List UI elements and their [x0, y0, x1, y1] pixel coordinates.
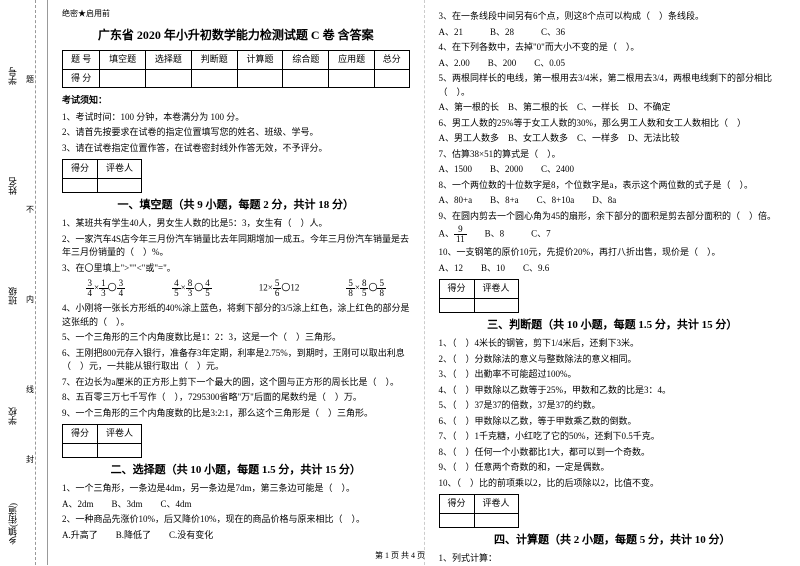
option: A、911 B、8 C、7 — [439, 225, 787, 244]
option: A、男工人数多 B、女工人数多 C、一样多 D、无法比较 — [439, 132, 787, 146]
question: 1、一个三角形，一条边是4dm，另一条边是7dm，第三条边可能是（ ）。 — [62, 482, 410, 496]
option: A、80+a B、8+a C、8+10a D、8a — [439, 194, 787, 208]
signature-table: 得分评卷人 — [439, 279, 519, 313]
question: 5、两根同样长的电线，第一根用去3/4米，第二根用去3/4，两根电线剩下的部分相… — [439, 72, 787, 99]
page-footer: 第 1 页 共 4 页 — [375, 550, 425, 561]
question: 8、一个两位数的十位数字是8，个位数字是a，表示这个两位数的式子是（ ）。 — [439, 179, 787, 193]
question: 1、（ ）4米长的钢管，剪下1/4米后，还剩下3米。 — [439, 337, 787, 351]
section-4-title: 四、计算题（共 2 小题，每题 5 分，共计 10 分） — [439, 532, 787, 549]
notice-item: 1、考试时间：100 分钟，本卷满分为 100 分。 — [62, 111, 410, 125]
option: A.升高了 B.降低了 C.没有变化 — [62, 529, 410, 543]
margin-township: 乡镇(街道) — [6, 503, 19, 545]
exam-title: 广东省 2020 年小升初数学能力检测试题 C 卷 含答案 — [62, 26, 410, 44]
question: 9、在圆内剪去一个圆心角为45的扇形，余下部分的面积是剪去部分面积的（ ）倍。 — [439, 210, 787, 224]
signature-table: 得分评卷人 — [62, 159, 142, 193]
question: 3、在〇里填上">""<"或"="。 — [62, 262, 410, 276]
question: 5、（ ）37是37的倍数，37是37的约数。 — [439, 399, 787, 413]
margin-school: 学校 — [6, 407, 19, 425]
question: 4、小刚将一张长方形纸的40%涂上蓝色，将剩下部分的3/5涂上红色，涂上红色的部… — [62, 302, 410, 329]
sig-score: 得分 — [63, 160, 98, 179]
question: 6、王刚把800元存入银行，准备存3年定期，利率是2.75%，到期时，王刚可以取… — [62, 347, 410, 374]
seal-mark-2: 线 — [26, 384, 34, 395]
sig-score: 得分 — [439, 280, 474, 299]
section-2-title: 二、选择题（共 10 小题，每题 1.5 分，共计 15 分） — [62, 462, 410, 479]
option: A、第一根的长 B、第二根的长 C、一样长 D、不确定 — [439, 101, 787, 115]
option: A、2.00 B、200 C、0.05 — [439, 57, 787, 71]
secret-label: 绝密★启用前 — [62, 8, 410, 20]
seal-mark-4: 不 — [26, 204, 34, 215]
score-row-label: 得 分 — [63, 69, 100, 88]
section-3-title: 三、判断题（共 10 小题，每题 1.5 分，共计 15 分） — [439, 317, 787, 334]
notice-heading: 考试须知： — [62, 94, 410, 108]
question: 7、估算38×51的算式是（ ）。 — [439, 148, 787, 162]
question: 7、在边长为a厘米的正方形上剪下一个最大的圆，这个圆与正方形的周长比是（ ）。 — [62, 376, 410, 390]
margin-class: 班级 — [6, 287, 19, 305]
signature-table: 得分评卷人 — [62, 424, 142, 458]
question: 3、（ ）出勤率不可能超过100%。 — [439, 368, 787, 382]
seal-mark-3: 内 — [26, 294, 34, 305]
question: 6、男工人数的25%等于女工人数的30%，那么男工人数和女工人数相比（ ） — [439, 117, 787, 131]
question: 8、（ ）任何一个小数都比1大，都可以到一个奇数。 — [439, 446, 787, 460]
sig-grader: 评卷人 — [98, 160, 142, 179]
seal-mark-1: 封 — [26, 454, 34, 465]
margin-name: 姓名 — [6, 177, 19, 195]
question: 6、（ ）甲数除以乙数，等于甲数乘乙数的倒数。 — [439, 415, 787, 429]
score-header: 应用题 — [329, 51, 375, 70]
sig-grader: 评卷人 — [474, 495, 518, 514]
question: 10、一支钢笔的原价10元，先提价20%，再打八折出售，现价是（ ）。 — [439, 246, 787, 260]
option: A、12 B、10 C、9.6 — [439, 262, 787, 276]
option: A、21 B、28 C、36 — [439, 26, 787, 40]
score-header: 填空题 — [100, 51, 146, 70]
seal-mark-5: 题 — [26, 74, 34, 85]
score-header: 总分 — [375, 51, 409, 70]
score-header: 计算题 — [237, 51, 283, 70]
sig-grader: 评卷人 — [474, 280, 518, 299]
score-header: 题 号 — [63, 51, 100, 70]
sig-score: 得分 — [439, 495, 474, 514]
question: 2、（ ）分数除法的意义与整数除法的意义相同。 — [439, 353, 787, 367]
question: 4、在下列各数中，去掉"0"而大小不变的是（ ）。 — [439, 41, 787, 55]
question: 2、一种商品先涨价10%，后又降价10%，现在的商品价格与原来相比（ ）。 — [62, 513, 410, 527]
section-1-title: 一、填空题（共 9 小题，每题 2 分，共计 18 分） — [62, 197, 410, 214]
question: 1、列式计算： — [439, 552, 787, 566]
equation-row: 34×13〇34 45×83〇45 12×56〇12 58×85〇58 — [62, 279, 410, 298]
margin-id: 学号 — [6, 67, 19, 85]
question: 4、（ ）甲数除以乙数等于25%，甲数和乙数的比是3：4。 — [439, 384, 787, 398]
sig-grader: 评卷人 — [98, 425, 142, 444]
question: 9、（ ）任意两个奇数的和，一定是偶数。 — [439, 461, 787, 475]
notice-item: 2、请首先按要求在试卷的指定位置填写您的姓名、班级、学号。 — [62, 126, 410, 140]
question: 8、五百零三万七千写作（ ），7295300省略"万"后面的尾数约是（ ）万。 — [62, 391, 410, 405]
signature-table: 得分评卷人 — [439, 494, 519, 528]
sig-score: 得分 — [63, 425, 98, 444]
score-header: 综合题 — [283, 51, 329, 70]
score-header: 选择题 — [146, 51, 192, 70]
question: 2、一家汽车4S店今年三月份汽车销量比去年同期增加一成五。今年三月份汽车销量是去… — [62, 233, 410, 260]
question: 10、（ ）比的前项乘以2，比的后项除以2，比值不变。 — [439, 477, 787, 491]
option: A、1500 B、2000 C、2400 — [439, 163, 787, 177]
score-table: 题 号 填空题 选择题 判断题 计算题 综合题 应用题 总分 得 分 — [62, 50, 410, 88]
question: 1、某班共有学生40人，男女生人数的比是5：3，女生有（ ）人。 — [62, 217, 410, 231]
notice-item: 3、请在试卷指定位置作答，在试卷密封线外作答无效，不予评分。 — [62, 142, 410, 156]
question: 7、（ ）1千克糖，小红吃了它的50%，还剩下0.5千克。 — [439, 430, 787, 444]
question: 3、在一条线段中间另有6个点，则这8个点可以构成（ ）条线段。 — [439, 10, 787, 24]
question: 5、一个三角形的三个内角度数比是1：2：3，这是一个（ ）三角形。 — [62, 331, 410, 345]
option: A、2dm B、3dm C、4dm — [62, 498, 410, 512]
score-header: 判断题 — [191, 51, 237, 70]
question: 9、一个三角形的三个内角度数的比是3:2:1，那么这个三角形是（ ）三角形。 — [62, 407, 410, 421]
